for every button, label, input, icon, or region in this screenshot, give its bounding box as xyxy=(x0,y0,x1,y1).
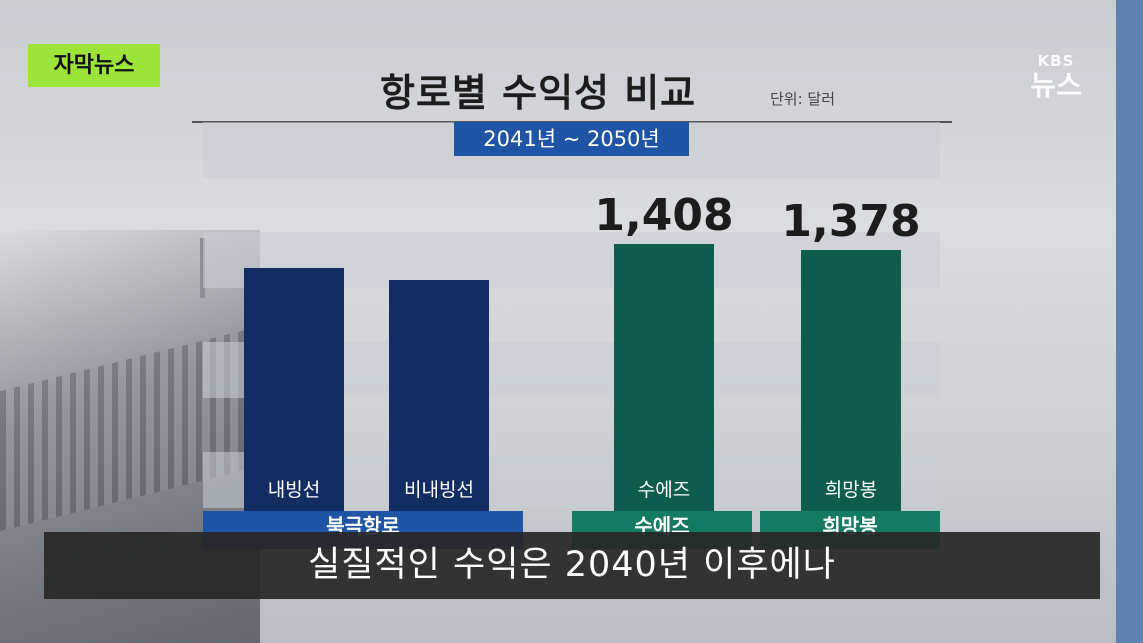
right-side-bar xyxy=(1116,0,1143,643)
background-ship-mast xyxy=(200,238,205,298)
subtitle-caption: 실질적인 수익은 2040년 이후에나 xyxy=(308,545,836,585)
bar-value-label: 1,408 xyxy=(594,190,734,241)
subtitle-background xyxy=(44,532,1100,599)
bar-value-label: 1,378 xyxy=(781,195,921,247)
bar-2 xyxy=(389,279,489,511)
bar-category-label: 내빙선 xyxy=(267,479,321,501)
bar-4 xyxy=(801,249,901,511)
bar-category-label: 희망봉 xyxy=(824,479,878,501)
chart-title: 항로별 수익성 비교 xyxy=(380,71,697,115)
news-tag: 자막뉴스 xyxy=(28,44,160,87)
logo-line-1: KBS xyxy=(1037,52,1075,70)
period-label: 2041년 ~ 2050년 xyxy=(454,122,689,156)
bar-1 xyxy=(244,268,344,511)
bar-category-label: 비내빙선 xyxy=(404,479,474,501)
kbs-logo: KBS 뉴스 xyxy=(1013,44,1099,114)
bar-3 xyxy=(614,244,714,511)
chart-unit: 단위: 달러 xyxy=(770,90,836,108)
logo-line-2: 뉴스 xyxy=(1030,69,1082,102)
bar-category-label: 수에즈 xyxy=(637,479,691,501)
